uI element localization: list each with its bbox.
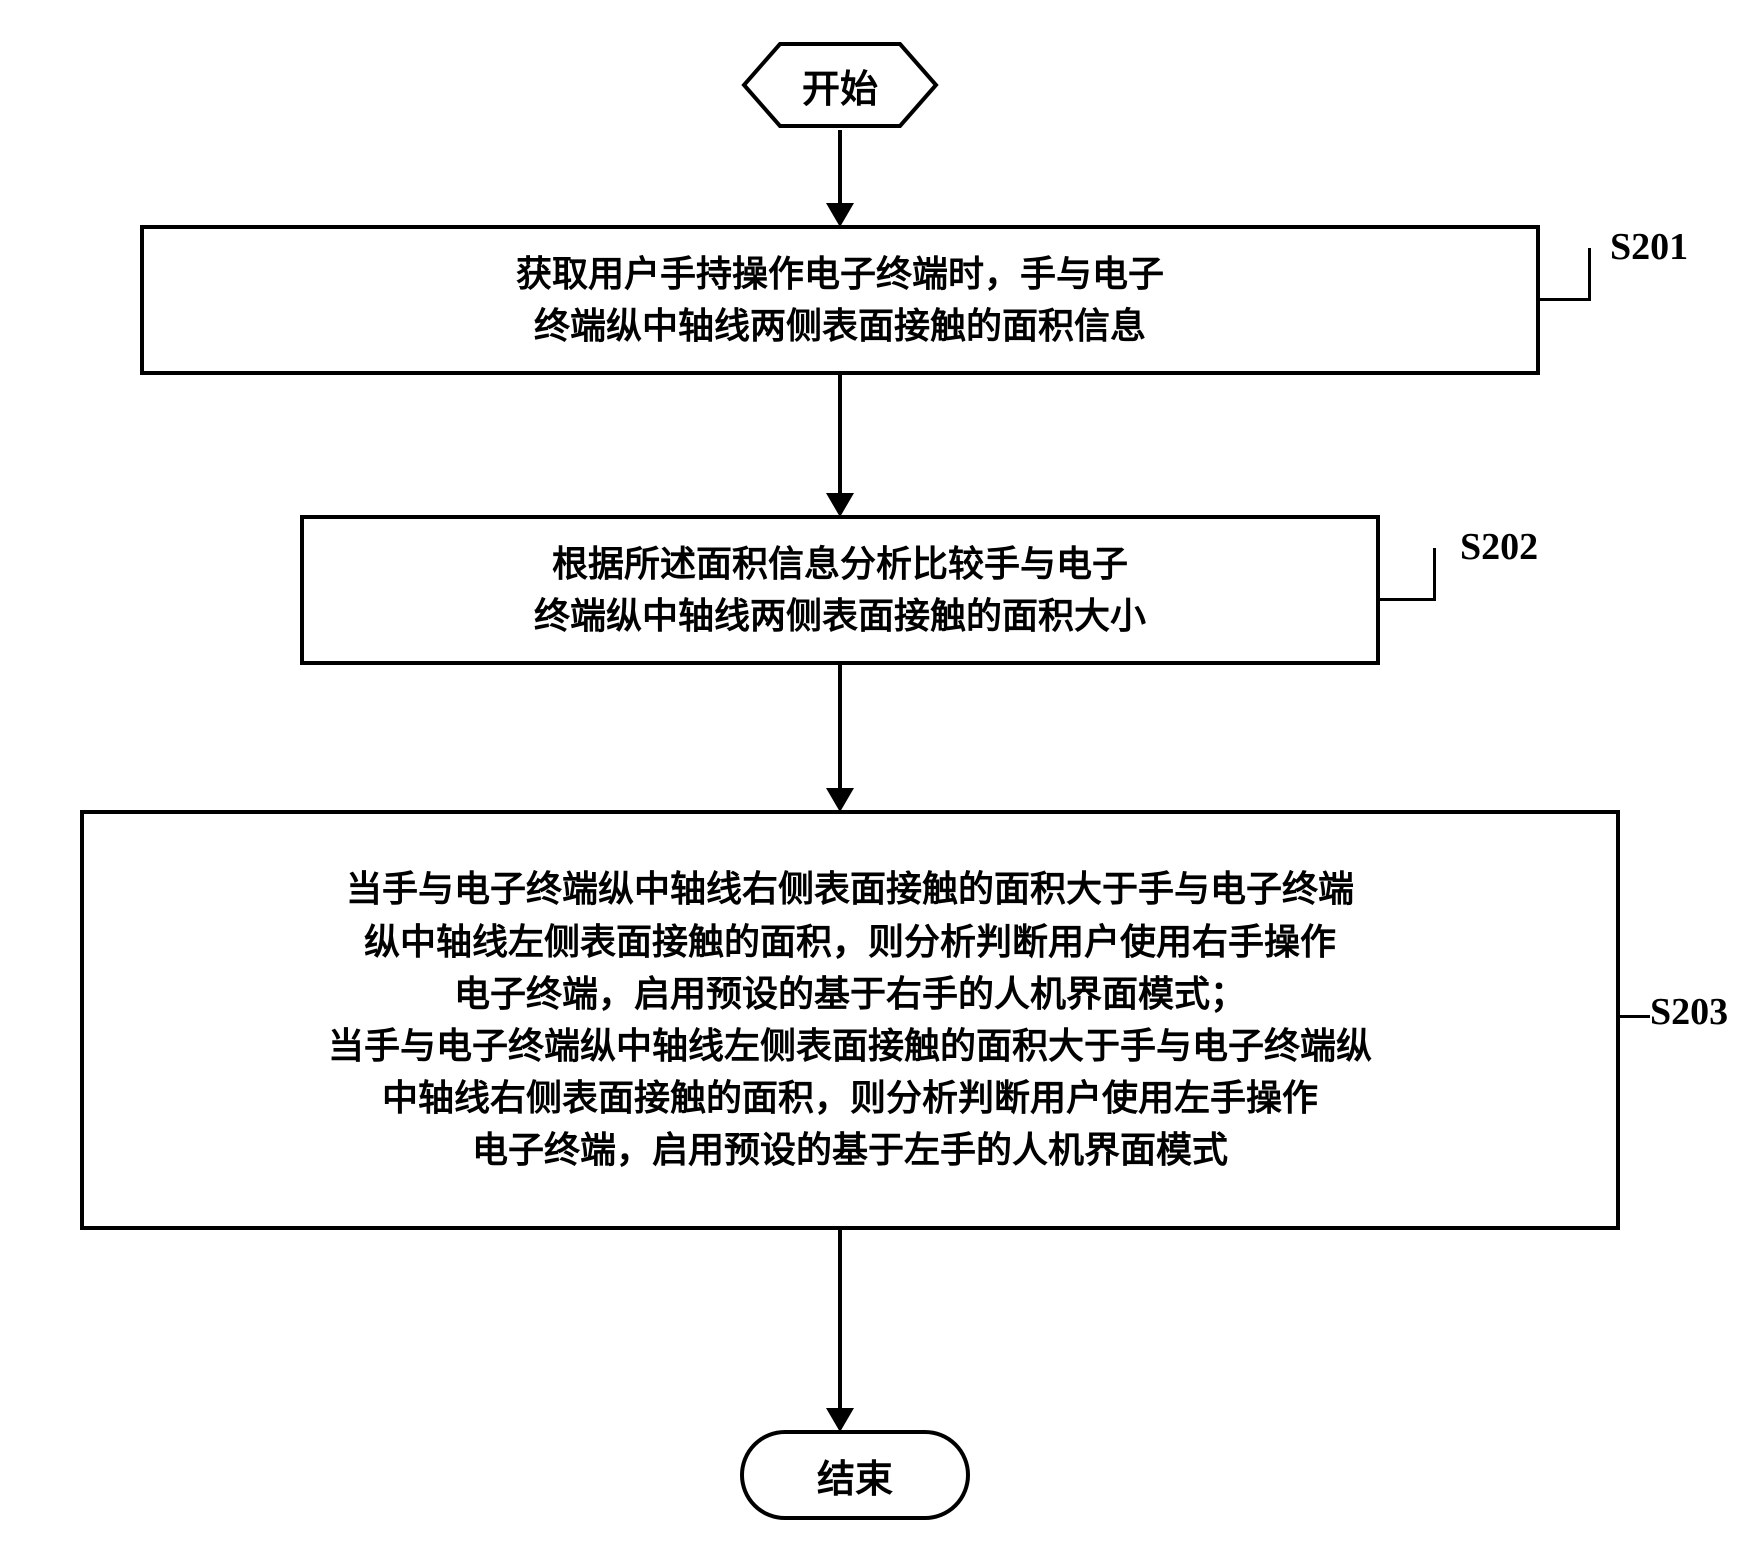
flowchart-arrow: [838, 1230, 842, 1408]
end-label: 结束: [817, 1448, 893, 1503]
label-connector: [1433, 548, 1436, 601]
end-terminal: 结束: [740, 1430, 970, 1520]
process-box-s203: 当手与电子终端纵中轴线右侧表面接触的面积大于手与电子终端 纵中轴线左侧表面接触的…: [80, 810, 1620, 1230]
s203-text: 当手与电子终端纵中轴线右侧表面接触的面积大于手与电子终端 纵中轴线左侧表面接触的…: [328, 863, 1372, 1176]
label-connector: [1380, 598, 1435, 601]
step-label-s201: S201: [1610, 225, 1688, 269]
arrowhead-icon: [826, 493, 854, 517]
flowchart-arrow: [838, 375, 842, 493]
arrowhead-icon: [826, 1408, 854, 1432]
process-box-s202: 根据所述面积信息分析比较手与电子 终端纵中轴线两侧表面接触的面积大小: [300, 515, 1380, 665]
arrowhead-icon: [826, 203, 854, 227]
process-box-s201: 获取用户手持操作电子终端时，手与电子 终端纵中轴线两侧表面接触的面积信息: [140, 225, 1540, 375]
arrowhead-icon: [826, 788, 854, 812]
s202-text: 根据所述面积信息分析比较手与电子 终端纵中轴线两侧表面接触的面积大小: [534, 538, 1146, 642]
start-label: 开始: [802, 58, 878, 113]
flowchart-container: 开始 获取用户手持操作电子终端时，手与电子 终端纵中轴线两侧表面接触的面积信息 …: [0, 0, 1745, 1560]
flowchart-arrow: [838, 665, 842, 788]
label-connector: [1620, 1015, 1650, 1018]
label-connector: [1588, 248, 1591, 301]
label-connector: [1540, 298, 1590, 301]
flowchart-arrow: [838, 130, 842, 205]
step-label-s203: S203: [1650, 990, 1728, 1034]
step-label-s202: S202: [1460, 525, 1538, 569]
s201-text: 获取用户手持操作电子终端时，手与电子 终端纵中轴线两侧表面接触的面积信息: [516, 248, 1164, 352]
start-terminal: 开始: [740, 40, 940, 130]
